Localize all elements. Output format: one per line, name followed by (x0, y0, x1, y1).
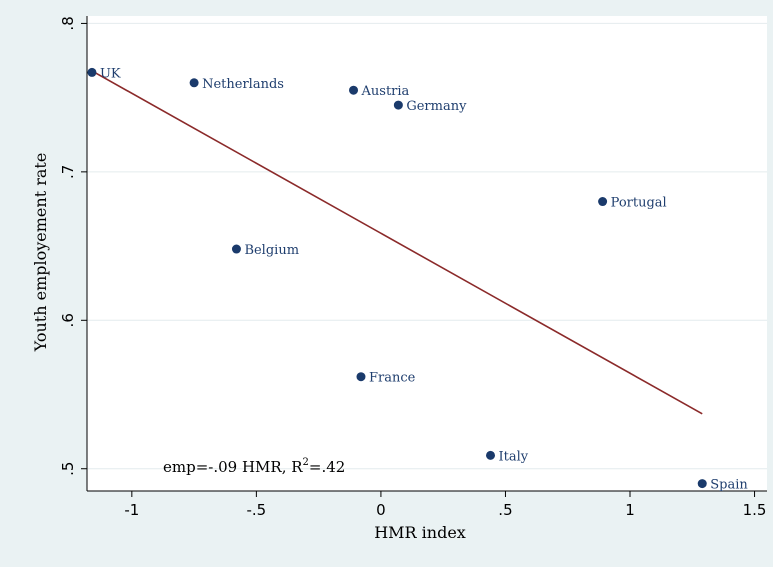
fit-line (91, 70, 703, 415)
x-tick-label: .5 (498, 501, 512, 519)
x-tick-label: 0 (376, 501, 386, 519)
grid (87, 22, 767, 470)
data-point-label: Austria (361, 84, 410, 99)
fit-annotation: emp=-.09 HMR, R2=.42 (163, 457, 345, 476)
ticks: .5 .6 .7 .8 -1 -.5 0 .5 1 1.5 (59, 16, 766, 519)
data-point-spain: Spain (697, 478, 748, 493)
data-point-marker (697, 479, 707, 489)
x-tick-label: 1 (625, 501, 635, 519)
data-point-germany: Germany (393, 99, 467, 114)
data-point-uk: UK (87, 66, 121, 81)
data-point-marker (393, 100, 403, 110)
data-point-italy: Italy (486, 449, 529, 464)
data-point-austria: Austria (349, 84, 410, 99)
data-point-france: France (356, 371, 416, 386)
y-tick-label: .6 (59, 313, 77, 327)
x-tick-label: -1 (124, 501, 139, 519)
y-tick-label: .5 (59, 462, 77, 476)
x-tick-label: 1.5 (743, 501, 767, 519)
data-point-label: France (369, 371, 416, 386)
data-point-label: Germany (406, 99, 467, 114)
plot-area (87, 16, 767, 491)
data-point-label: Netherlands (202, 77, 284, 92)
data-point-label: Italy (499, 449, 529, 464)
data-point-label: Spain (710, 478, 748, 493)
fit-line-layer (91, 70, 703, 415)
data-point-netherlands: Netherlands (189, 77, 284, 92)
data-point-marker (87, 67, 97, 77)
data-point-marker (231, 244, 241, 254)
data-point-marker (356, 372, 366, 382)
y-tick-label: .8 (59, 16, 77, 30)
x-tick-label: -.5 (247, 501, 267, 519)
data-point-label: UK (100, 66, 121, 81)
data-point-marker (349, 85, 359, 95)
data-point-label: Belgium (244, 243, 299, 258)
data-point-marker (486, 450, 496, 460)
x-axis-title: HMR index (374, 523, 466, 542)
data-point-portugal: Portugal (598, 196, 667, 211)
data-point-marker (189, 78, 199, 88)
y-tick-label: .7 (59, 165, 77, 179)
data-point-label: Portugal (611, 196, 667, 211)
data-point-marker (598, 197, 608, 207)
y-axis-title: Youth employement rate (31, 153, 50, 353)
data-point-belgium: Belgium (231, 243, 299, 258)
